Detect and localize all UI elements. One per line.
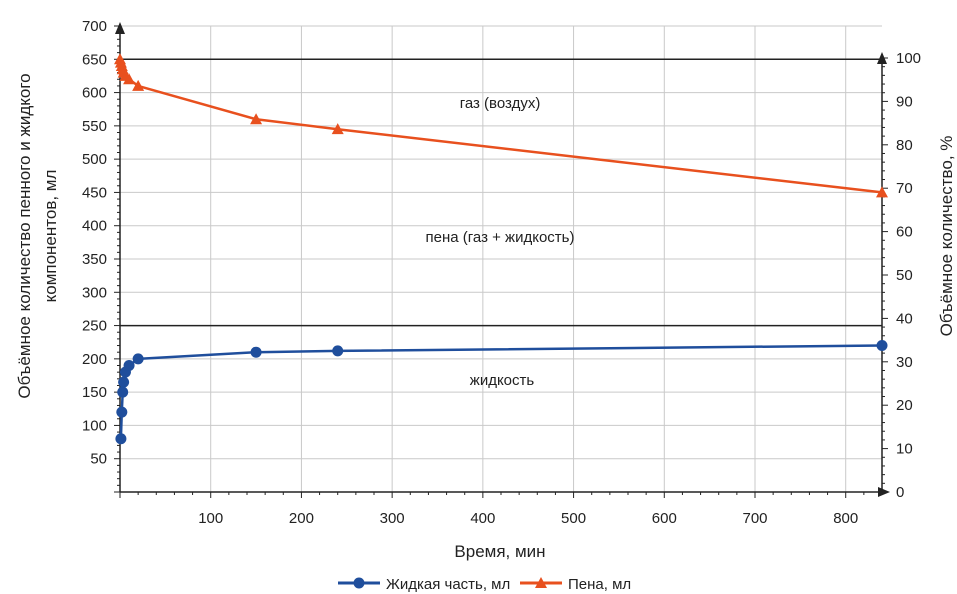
y-left-tick-label-6: 300: [82, 284, 107, 301]
x-tick-label-4: 400: [470, 510, 495, 527]
tick-labels: 100 200 300 400 500 600 700 8005010015020025030…: [82, 18, 921, 527]
y-left-tick-label-3: 150: [82, 384, 107, 401]
series-1-point-4: [118, 376, 130, 388]
y-axis-title-right: Объёмное количество, %: [937, 136, 956, 337]
series-1-point-9: [332, 345, 344, 357]
series-1-point-8: [250, 346, 262, 358]
y-right-tick-label-6: 50: [896, 267, 913, 284]
series-2-point-10: [331, 123, 344, 135]
y-left-tick-label-8: 400: [82, 218, 107, 235]
series-2-point-8: [132, 79, 145, 91]
y-right-tick-label-4: 30: [896, 354, 913, 371]
y-right-tick-label-11: 100: [896, 50, 921, 67]
series-1-point-10: [876, 340, 888, 352]
x-tick-label-2: 200: [289, 510, 314, 527]
legend-marker-foam: [535, 577, 547, 588]
region-label-foam: пена (газ + жидкость): [426, 229, 575, 246]
y-left-tick-label-2: 100: [82, 417, 107, 434]
x-tick-label-1: 100: [198, 510, 223, 527]
series-2-point-9: [250, 113, 263, 125]
legend: Жидкая часть, мл Пена, мл: [338, 576, 631, 593]
series-1-point-7: [132, 353, 144, 365]
y-right-tick-label-3: 20: [896, 397, 913, 414]
y-left-tick-label-9: 450: [82, 184, 107, 201]
x-tick-label-8: 800: [833, 510, 858, 527]
x-tick-label-5: 500: [561, 510, 586, 527]
y-left-tick-label-14: 700: [82, 18, 107, 35]
series-1-point-1: [115, 433, 127, 445]
grid: [120, 25, 882, 492]
y-left-tick-label-5: 250: [82, 318, 107, 335]
region-label-liquid: жидкость: [470, 372, 535, 389]
legend-label-foam: Пена, мл: [568, 576, 631, 593]
legend-marker-liquid: [353, 577, 365, 589]
series-layer: [114, 53, 888, 445]
x-tick-label-3: 300: [380, 510, 405, 527]
y-axis-title-left-line2: компонентов, мл: [41, 170, 60, 303]
y-right-tick-label-2: 10: [896, 441, 913, 458]
y-right-tick-label-1: 0: [896, 484, 904, 501]
y-right-tick-label-7: 60: [896, 224, 913, 241]
series-1-point-6: [123, 360, 135, 372]
y-left-tick-label-4: 200: [82, 351, 107, 368]
y-left-tick-label-10: 500: [82, 151, 107, 168]
y-left-tick-label-13: 650: [82, 51, 107, 68]
x-tick-label-6: 600: [652, 510, 677, 527]
y-axis-left-arrow: [115, 22, 125, 34]
axes: [114, 22, 890, 498]
series-1-point-3: [117, 386, 129, 398]
legend-label-liquid: Жидкая часть, мл: [386, 576, 510, 593]
y-axis-title-left-line1: Объёмное количество пенного и жидкого: [15, 73, 34, 398]
series-1-point-2: [116, 406, 128, 418]
x-axis-title: Время, мин: [454, 542, 545, 561]
y-right-tick-label-8: 70: [896, 180, 913, 197]
series-2-point-11: [876, 186, 888, 198]
y-left-tick-label-11: 550: [82, 118, 107, 135]
region-label-gas: газ (воздух): [460, 95, 541, 112]
series-2-point-7: [123, 73, 136, 85]
x-tick-label-7: 700: [742, 510, 767, 527]
y-left-tick-label-7: 350: [82, 251, 107, 268]
y-right-tick-label-9: 80: [896, 137, 913, 154]
y-right-tick-label-10: 90: [896, 93, 913, 110]
y-left-tick-label-1: 50: [90, 451, 107, 468]
y-left-tick-label-12: 600: [82, 85, 107, 102]
y-right-tick-label-5: 40: [896, 310, 913, 327]
